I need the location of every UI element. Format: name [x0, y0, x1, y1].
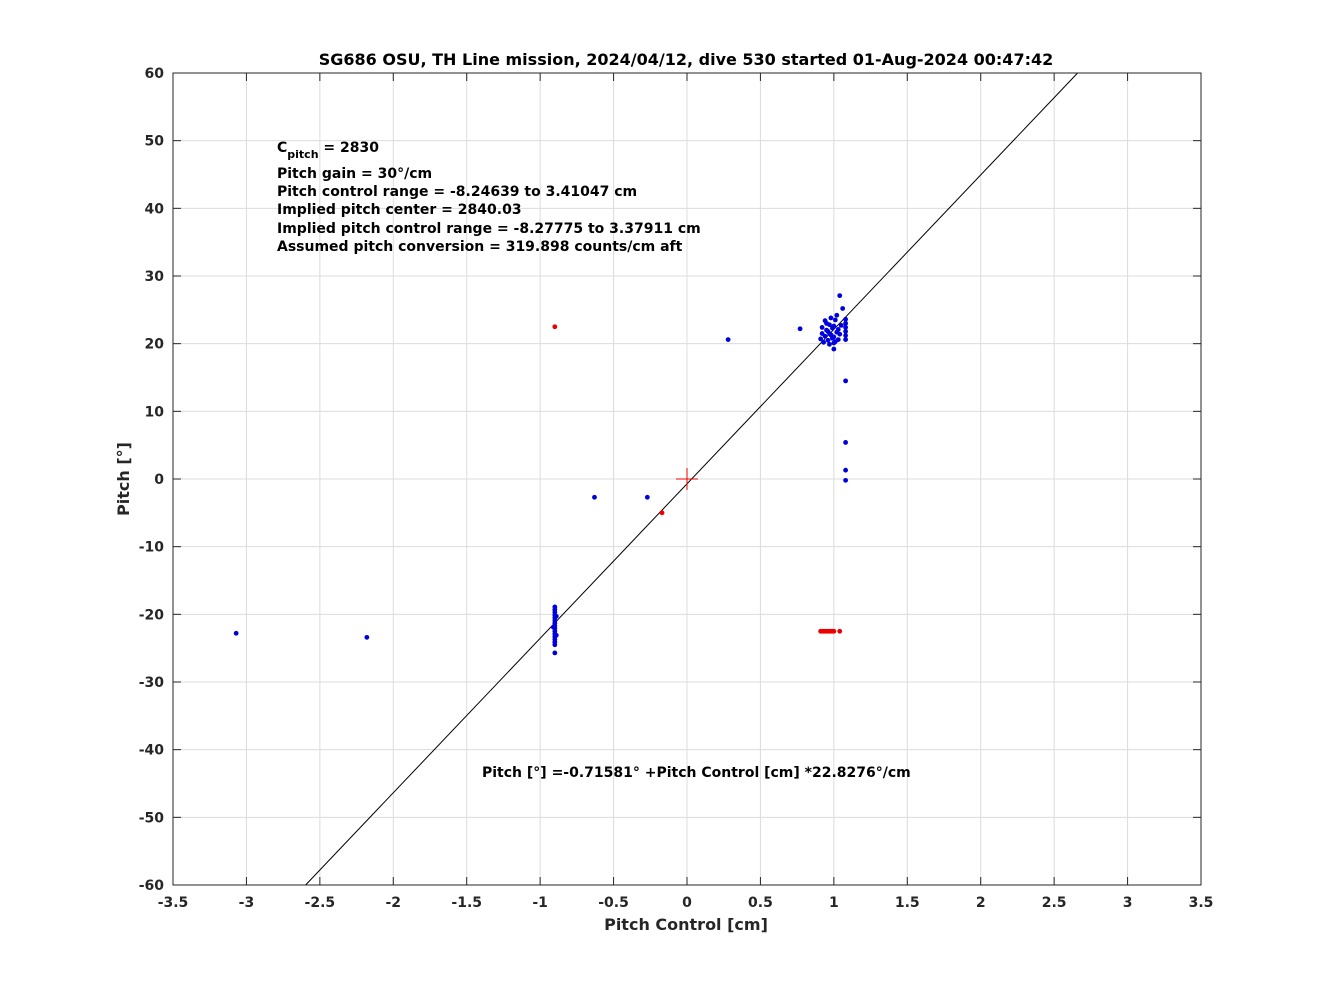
y-axis-label: Pitch [°]	[114, 442, 133, 516]
y-tick-labels: -60 -50 -40 -30 -20 -10 0 10 20 30 40 50 60	[139, 66, 165, 894]
data-point	[725, 337, 731, 343]
data-point	[843, 329, 849, 334]
pitch-conversion-annotation: Assumed pitch conversion = 319.898 count…	[277, 239, 683, 255]
data-point	[553, 613, 559, 619]
center-marker-layer	[676, 468, 698, 490]
data-point	[834, 312, 840, 318]
c-pitch-symbol: C	[277, 140, 287, 156]
x-tick-labels: -3.5 -3 -2.5 -2 -1.5 -1 -0.5 0 0.5 1 1.5 2 2.5 3 3.5	[158, 895, 1214, 911]
x-tick-label: -0.5	[598, 895, 629, 911]
c-pitch-subscript: pitch	[287, 148, 318, 161]
data-point	[843, 333, 849, 338]
implied-pitch-control-range-annotation: Implied pitch control range = -8.27775 t…	[277, 221, 701, 237]
c-pitch-annotation: Cpitch = 2830	[277, 140, 379, 161]
data-point	[821, 339, 826, 345]
y-tick-label: 20	[145, 337, 165, 353]
data-point	[644, 494, 650, 500]
data-point	[825, 337, 831, 343]
data-point	[822, 333, 828, 339]
grid-lines	[172, 72, 1202, 886]
data-point	[843, 325, 849, 330]
axis-ticks	[172, 72, 1202, 886]
x-tick-label: -3	[239, 895, 255, 911]
x-tick-label: 3	[1123, 895, 1133, 911]
data-point	[832, 317, 838, 323]
data-point	[364, 634, 370, 640]
excluded-point	[552, 324, 558, 330]
data-point	[233, 630, 239, 636]
data-point	[827, 322, 832, 328]
data-point	[840, 306, 846, 311]
annotation-block: Cpitch = 2830 Pitch gain = 30°/cm Pitch …	[277, 140, 701, 255]
data-point	[843, 467, 849, 473]
y-tick-label: -20	[139, 607, 165, 623]
data-point	[835, 337, 841, 343]
data-point	[843, 378, 849, 384]
data-point	[843, 316, 849, 322]
x-tick-label: 2.5	[1042, 895, 1067, 911]
data-point	[843, 320, 849, 326]
data-point	[831, 323, 837, 329]
data-point	[828, 315, 834, 321]
data-point	[837, 331, 843, 337]
x-tick-label: -1	[532, 895, 548, 911]
data-point	[550, 624, 556, 630]
data-point	[827, 331, 832, 336]
x-axis-label: Pitch Control [cm]	[604, 915, 768, 934]
y-tick-label: -30	[139, 675, 165, 691]
y-tick-label: -60	[139, 878, 165, 894]
data-point	[835, 327, 841, 332]
data-point	[831, 346, 837, 352]
x-tick-label: 3.5	[1189, 895, 1214, 911]
x-tick-label: 0.5	[748, 895, 773, 911]
y-tick-label: 0	[154, 472, 164, 488]
data-point	[827, 341, 832, 347]
implied-pitch-center-annotation: Implied pitch center = 2840.03	[277, 202, 522, 218]
y-tick-label: 40	[145, 201, 165, 217]
data-point	[819, 325, 825, 330]
data-point	[818, 336, 824, 342]
data-points-layer	[233, 293, 849, 656]
excluded-point	[837, 628, 843, 634]
y-tick-label: -50	[139, 810, 165, 826]
c-pitch-value: = 2830	[319, 140, 380, 156]
data-point	[837, 293, 843, 299]
x-tick-label: 1.5	[895, 895, 920, 911]
data-point	[797, 326, 803, 332]
data-point	[838, 322, 844, 328]
y-tick-label: 60	[145, 66, 165, 82]
excluded-point	[659, 510, 665, 516]
data-point	[552, 642, 558, 648]
y-tick-label: -40	[139, 743, 165, 759]
data-point	[843, 477, 849, 483]
x-tick-label: -2	[386, 895, 402, 911]
x-tick-label: -1.5	[451, 895, 482, 911]
pitch-gain-annotation: Pitch gain = 30°/cm	[277, 166, 432, 182]
y-tick-label: -10	[139, 540, 165, 556]
x-tick-label: 0	[682, 895, 692, 911]
y-tick-label: 10	[145, 404, 165, 420]
x-tick-label: 2	[976, 895, 986, 911]
data-point	[592, 494, 597, 500]
data-point	[552, 650, 558, 656]
x-tick-label: -2.5	[305, 895, 336, 911]
excluded-point	[831, 628, 837, 634]
x-tick-label: 1	[829, 895, 839, 911]
fit-equation-annotation: Pitch [°] =-0.71581° +Pitch Control [cm]…	[482, 765, 911, 781]
data-point	[822, 318, 828, 324]
data-point	[843, 337, 849, 343]
x-tick-label: -3.5	[158, 895, 189, 911]
data-point	[831, 334, 837, 340]
y-tick-label: 50	[145, 134, 165, 150]
data-point	[831, 340, 837, 346]
y-tick-label: 30	[145, 269, 165, 285]
chart-title: SG686 OSU, TH Line mission, 2024/04/12, …	[319, 50, 1053, 69]
pitch-control-range-annotation: Pitch control range = -8.24639 to 3.4104…	[277, 184, 637, 200]
data-point	[553, 632, 559, 638]
data-point	[843, 440, 849, 445]
